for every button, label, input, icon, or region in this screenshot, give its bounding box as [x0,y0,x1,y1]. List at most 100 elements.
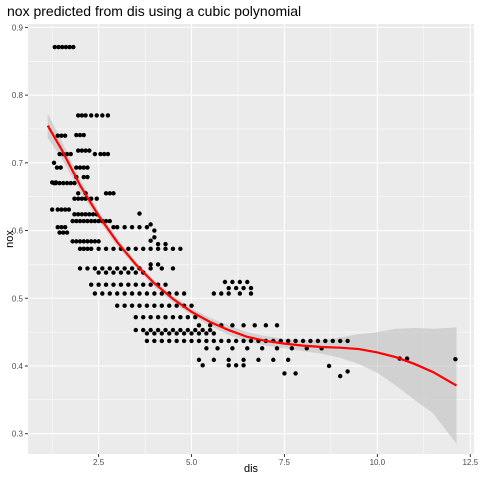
data-point [59,44,65,50]
data-point [230,346,235,351]
data-point [207,327,213,333]
data-point [233,363,239,368]
data-point [230,323,235,328]
data-point [148,238,153,243]
data-point [103,270,109,275]
data-point [155,246,161,252]
data-point [226,285,231,291]
data-point [241,357,246,363]
data-point [62,207,68,212]
data-point [88,218,94,224]
data-point [338,338,343,344]
data-point [77,239,83,244]
x-tick-label: 5.0 [186,458,198,467]
data-point [105,113,111,118]
data-point [263,323,269,328]
data-point [77,165,83,170]
data-point [152,228,157,233]
data-point [233,285,239,291]
data-point [100,291,105,296]
data-point [107,218,112,224]
data-point [85,165,90,170]
data-point [170,327,176,333]
data-point [53,180,59,185]
data-point [118,270,124,275]
y-tick-label: 0.4 [12,362,24,371]
data-point [79,148,85,153]
data-point [59,207,64,212]
data-point [248,291,254,296]
data-point [96,246,101,252]
data-point [68,151,73,157]
data-point [83,148,88,153]
data-point [62,224,68,230]
data-point [144,224,150,230]
data-point [189,331,194,336]
data-point [155,327,161,333]
data-point [326,363,332,369]
data-point [63,44,69,50]
data-point [222,279,228,285]
data-point [256,357,261,363]
data-point [75,113,81,118]
data-point [245,346,250,351]
data-point [87,148,92,153]
data-point [144,338,150,344]
data-point [85,246,90,252]
data-point [141,246,146,252]
data-point [141,282,146,287]
data-point [141,327,146,333]
data-point [79,196,85,201]
data-point [211,331,217,336]
data-point [330,338,335,344]
data-point [159,338,164,344]
data-point [152,338,157,344]
data-point [126,246,131,252]
data-point [90,212,96,217]
data-point [148,246,153,252]
data-point [133,270,138,275]
data-point [72,180,77,186]
data-point [100,113,105,118]
y-axis-title: nox [4,230,16,248]
y-tick-label: 0.9 [12,23,24,32]
data-point [148,222,153,227]
data-point [96,218,101,224]
data-point [178,315,183,320]
data-point [137,224,142,230]
data-point [207,323,213,328]
data-point [88,282,94,287]
data-point [66,207,72,212]
data-point [338,373,343,379]
data-point [59,224,64,230]
data-point [219,338,224,344]
data-point [193,327,198,333]
data-point [241,323,246,328]
y-tick-label: 0.7 [12,159,24,168]
data-point [77,132,83,138]
data-point [148,327,153,333]
data-point [92,266,98,271]
y-tick-label: 0.5 [12,294,24,303]
data-point [174,331,179,336]
data-point [92,218,98,224]
data-point [79,212,85,217]
data-point [81,246,86,252]
data-point [167,303,172,308]
data-point [137,303,142,308]
data-point [61,230,66,235]
data-point [74,132,79,138]
grid-major [28,24,474,454]
data-point [88,239,94,244]
data-point [118,282,124,287]
data-point [94,113,99,118]
scatter-points [49,44,458,379]
data-point [122,224,127,230]
data-point [159,266,164,271]
data-point [122,266,127,271]
data-point [126,270,131,275]
data-point [70,239,75,244]
data-point [133,246,138,252]
data-point [289,346,295,351]
data-point [115,303,120,308]
